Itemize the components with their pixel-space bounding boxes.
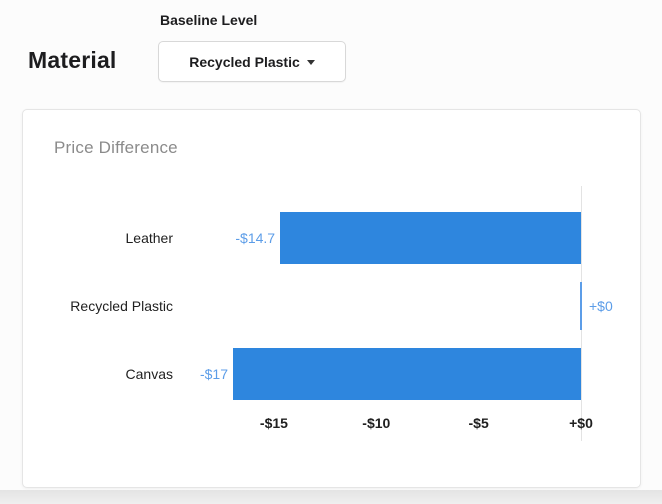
x-tick-label: -$10 — [362, 415, 391, 431]
price-difference-card: Price Difference Leather -$14.7 Recycled P… — [22, 109, 641, 488]
x-tick-label: -$15 — [259, 415, 288, 431]
bar[interactable] — [233, 348, 581, 400]
category-label: Leather — [125, 230, 173, 246]
bar-value-label: -$14.7 — [235, 230, 276, 246]
x-tick-label: +$0 — [569, 415, 593, 431]
x-tick-label: -$5 — [468, 415, 489, 431]
content-panel: Material Baseline Level Recycled Plastic… — [22, 12, 641, 488]
page-title: Material — [28, 47, 117, 73]
bar[interactable] — [580, 282, 582, 330]
category-label: Recycled Plastic — [70, 298, 173, 314]
baseline-dropdown-selected-value: Recycled Plastic — [189, 53, 300, 70]
baseline-level-dropdown[interactable]: Recycled Plastic — [158, 41, 346, 82]
page-background-band — [0, 490, 662, 504]
bar-value-label: +$0 — [589, 298, 613, 314]
chart-title: Price Difference — [54, 138, 178, 157]
bar[interactable] — [280, 212, 581, 264]
chevron-down-icon — [306, 60, 315, 65]
category-label: Canvas — [125, 366, 173, 382]
bar-value-label: -$17 — [199, 366, 228, 382]
baseline-level-label: Baseline Level — [160, 12, 258, 28]
